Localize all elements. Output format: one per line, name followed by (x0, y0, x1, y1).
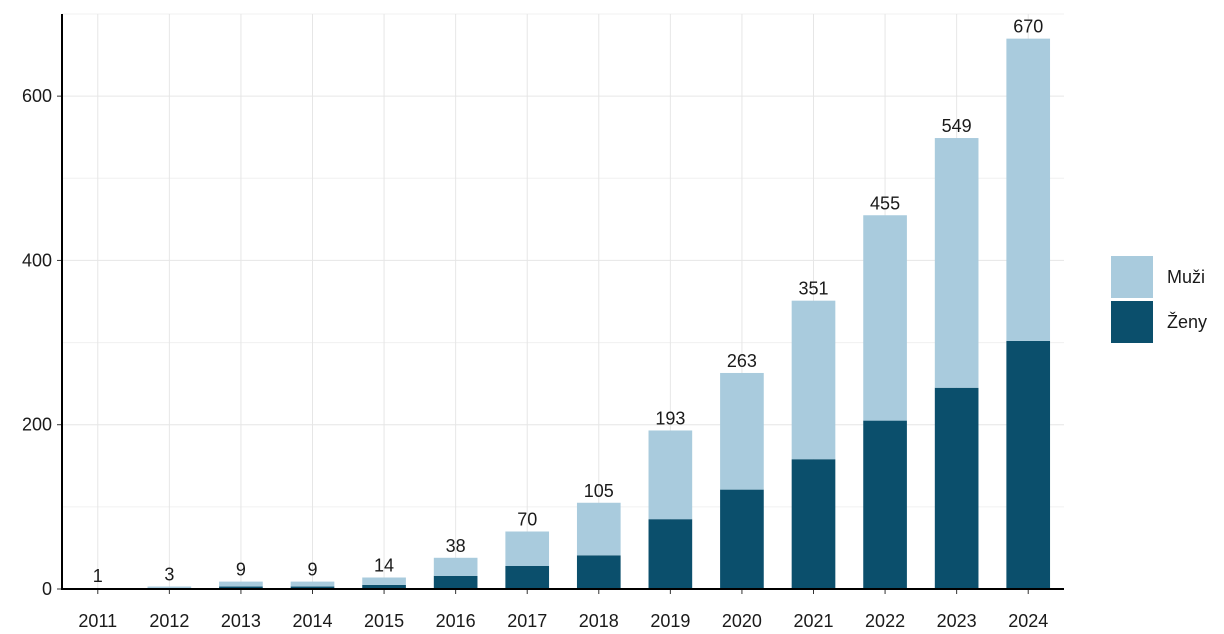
bar-segment-muzi-2023 (934, 138, 979, 388)
legend-label-zeny: Ženy (1167, 312, 1207, 332)
bar-segment-zeny-2023 (934, 387, 979, 589)
bar-segment-zeny-2019 (648, 519, 693, 589)
y-tick-label-0: 0 (42, 579, 52, 599)
total-label-2024: 670 (1013, 17, 1043, 37)
bar-segment-muzi-2020 (720, 372, 764, 490)
x-tick-label-2014: 2014 (292, 611, 332, 631)
x-tick-label-2015: 2015 (364, 611, 404, 631)
total-label-2013: 9 (236, 560, 246, 580)
bar-segment-zeny-2017 (505, 566, 550, 589)
total-label-2023: 549 (942, 116, 972, 136)
legend: Muži Ženy (1111, 256, 1207, 343)
bar-segment-zeny-2022 (863, 420, 907, 589)
x-tick-label-2018: 2018 (579, 611, 619, 631)
x-tick-label-2023: 2023 (937, 611, 977, 631)
bar-segment-muzi-2012 (147, 586, 192, 589)
x-tick-label-2024: 2024 (1008, 611, 1048, 631)
bar-segment-muzi-2022 (863, 215, 907, 421)
bar-segment-zeny-2021 (791, 459, 836, 589)
total-label-2016: 38 (446, 536, 466, 556)
total-label-2014: 9 (307, 560, 317, 580)
bar-segment-zeny-2015 (362, 584, 406, 589)
bar-segment-muzi-2016 (433, 557, 478, 576)
total-label-2015: 14 (374, 556, 394, 576)
bar-segment-muzi-2013 (219, 581, 263, 587)
bar-segment-zeny-2013 (219, 586, 263, 589)
total-label-2018: 105 (584, 481, 614, 501)
x-tick-label-2017: 2017 (507, 611, 547, 631)
data-labels-layer: 1 3 9 9 14 38 70 105 193 263 351 455 549 670 (93, 17, 1043, 587)
bar-segment-zeny-2018 (576, 555, 621, 589)
bar-segment-muzi-2018 (576, 502, 621, 556)
x-tick-label-2021: 2021 (793, 611, 833, 631)
bar-segment-muzi-2024 (1006, 38, 1051, 341)
x-tick-label-2012: 2012 (149, 611, 189, 631)
bar-segment-zeny-2024 (1006, 340, 1051, 589)
x-tick-label-2013: 2013 (221, 611, 261, 631)
bars-layer (75, 38, 1051, 589)
legend-swatch-muzi (1111, 256, 1153, 298)
bar-segment-muzi-2014 (290, 581, 335, 587)
y-tick-label-200: 200 (22, 415, 52, 435)
total-label-2021: 351 (798, 279, 828, 299)
bar-segment-muzi-2019 (648, 430, 693, 520)
bar-segment-muzi-2017 (505, 531, 550, 566)
total-label-2022: 455 (870, 193, 900, 213)
total-label-2020: 263 (727, 351, 757, 371)
x-tick-label-2022: 2022 (865, 611, 905, 631)
y-tick-label-600: 600 (22, 86, 52, 106)
total-label-2012: 3 (164, 565, 174, 585)
bar-segment-muzi-2021 (791, 300, 836, 460)
bar-segment-zeny-2016 (433, 575, 478, 589)
grid-layer (62, 13, 1064, 590)
total-label-2019: 193 (655, 408, 685, 428)
total-label-2017: 70 (517, 510, 537, 530)
x-tick-label-2011: 2011 (78, 611, 117, 631)
bar-segment-muzi-2015 (362, 577, 406, 585)
x-tick-label-2020: 2020 (722, 611, 762, 631)
bar-segment-zeny-2014 (290, 586, 335, 589)
total-label-2011: 1 (93, 566, 103, 586)
axes-layer: 2011 2012 2013 2014 2015 2016 2017 2018 2019 2020… (22, 14, 1064, 631)
bar-segment-zeny-2020 (720, 489, 764, 589)
x-tick-label-2019: 2019 (650, 611, 690, 631)
y-tick-label-400: 400 (22, 250, 52, 270)
legend-swatch-zeny (1111, 301, 1153, 343)
legend-label-muzi: Muži (1167, 267, 1205, 287)
x-tick-label-2016: 2016 (436, 611, 476, 631)
